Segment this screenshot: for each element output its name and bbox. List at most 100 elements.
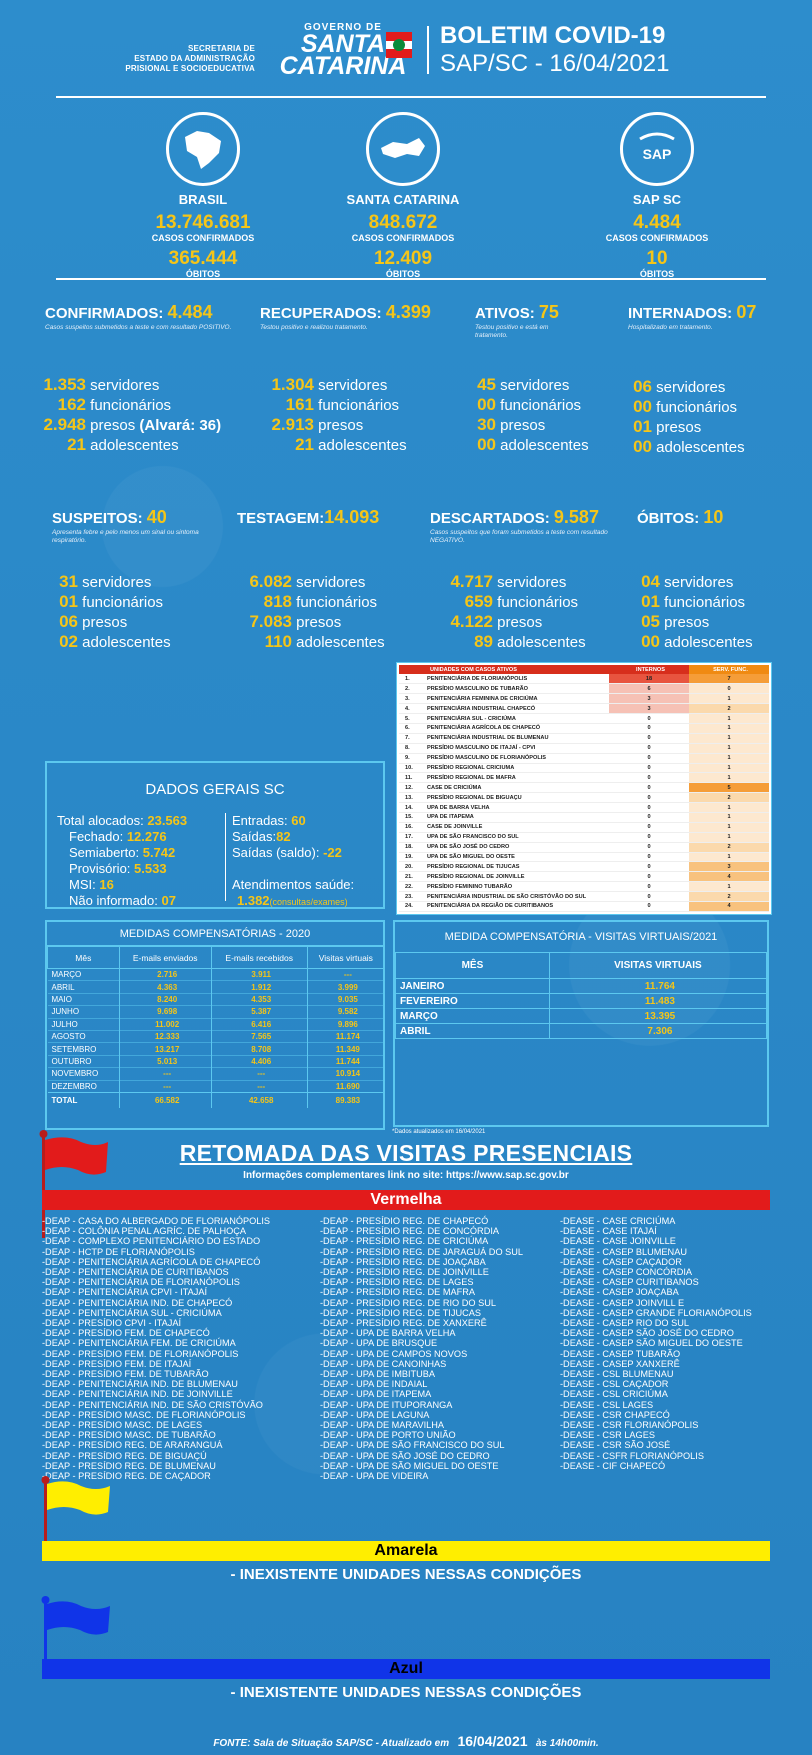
logo-top-text: GOVERNO DE (304, 22, 382, 33)
stat-descartados: DESCARTADOS: 9.587 Casos suspeitos que f… (430, 507, 620, 545)
unit-name: PENITENCIÁRIA INDUSTRIAL DE SÃO CRISTÓVÃ… (427, 891, 609, 902)
month-row: JULHO 11.002 6.416 9.896 (47, 1017, 386, 1031)
breakdown-value: 161 (285, 395, 314, 414)
unit-index: 22. (399, 881, 427, 893)
virtual-visits-col-header: Visitas virtuais (306, 946, 386, 969)
value-cell: 5.013 (119, 1054, 212, 1068)
unit-index: 12. (399, 782, 427, 794)
serv-func-value: 3 (689, 861, 769, 873)
internos-value: 0 (609, 901, 689, 912)
unit-list-item: -DEAP - PRESÍDIO REG. DE BIGUAÇÚ (42, 1450, 207, 1461)
breakdown-value: 1.304 (271, 375, 314, 394)
month-cell: SETEMBRO (47, 1042, 120, 1056)
value-cell: 13.217 (119, 1042, 212, 1056)
unit-index: 15. (399, 812, 427, 823)
secretaria-line-1: SECRETARIA DE (187, 44, 255, 53)
medidas-2020-title: MEDIDAS COMPENSATÓRIAS - 2020 (47, 922, 383, 946)
internos-value: 0 (609, 782, 689, 794)
stat-suspeitos: SUSPEITOS: 40 Apresenta febre e pelo men… (52, 507, 222, 545)
units-col-header: UNIDADES COM CASOS ATIVOS (427, 665, 609, 674)
month-row: ABRIL 4.363 1.912 3.999 (47, 980, 386, 994)
unit-list-item: -DEASE - CASE ITAJAÍ (560, 1226, 657, 1237)
subtitle-text: SAP/SC - 16/04/2021 (440, 50, 670, 77)
breakdown-label: servidores (500, 377, 570, 394)
deaths-value: 10 (646, 248, 668, 269)
units-header-row: UNIDADES COM CASOS ATIVOS INTERNOS SERV.… (399, 665, 769, 674)
value-cell: 11.764 (548, 978, 768, 994)
month-row: AGOSTO 12.333 7.565 11.174 (47, 1029, 386, 1043)
breakdown-value: 21 (295, 435, 314, 454)
dg-row: Saídas:82 (232, 829, 354, 845)
unit-list-item: -DEASE - CSFR FLORIANÓPOLIS (560, 1450, 704, 1461)
serv-func-value: 2 (689, 842, 769, 853)
units-row: 5. PENITENCIÁRIA SUL - CRICIÚMA 0 1 (399, 713, 769, 724)
unit-name: PENITENCIÁRIA INDUSTRIAL CHAPECÓ (427, 703, 609, 715)
breakdown-row: 4.122 presos (433, 612, 586, 632)
stat-value: 14.093 (324, 507, 380, 527)
unit-name: PRESÍDIO MASCULINO DE FLORIANÓPOLIS (427, 753, 609, 764)
internos-value: 0 (609, 723, 689, 734)
divider-mid (56, 278, 766, 280)
confirmed-value: 848.672 (368, 212, 438, 233)
unit-list-item: -DEAP - UPA DE PORTO UNIÃO (320, 1430, 456, 1441)
breakdown-label: adolescentes (296, 634, 385, 651)
value-cell: 2.716 (119, 967, 212, 981)
unit-list-item: -DEASE - CASE JOINVILLE (560, 1236, 676, 1247)
value-cell: 9.698 (119, 1005, 212, 1019)
unit-list-item: -DEASE - CSL CRICIÚMA (560, 1389, 668, 1400)
value-cell: 7.306 (548, 1023, 768, 1039)
medidas-2020-box: MEDIDAS COMPENSATÓRIAS - 2020 Mês E-mail… (45, 920, 386, 1130)
breakdown-label: servidores (656, 379, 726, 396)
breakdown-row: 00 adolescentes (630, 632, 753, 652)
value-cell: 7.565 (211, 1029, 308, 1043)
unit-list-item: -DEAP - COLÔNIA PENAL AGRÍC. DE PALHOÇA (42, 1226, 247, 1237)
stat-value: 07 (736, 302, 757, 322)
breakdown-label: adolescentes (497, 634, 586, 651)
units-row: 4. PENITENCIÁRIA INDUSTRIAL CHAPECÓ 3 2 (399, 703, 769, 715)
value-cell: 9.035 (307, 992, 386, 1006)
internos-value: 0 (609, 832, 689, 843)
stat-label: RECUPERADOS: (260, 305, 382, 322)
value-cell: 9.896 (307, 1017, 386, 1031)
unit-list-item: -DEASE - CIF CHAPECÓ (560, 1460, 666, 1471)
breakdown-label: presos (497, 614, 543, 631)
flag-emblem-icon (386, 32, 412, 58)
breakdown-value: 6.082 (249, 572, 292, 591)
deaths-value: 12.409 (373, 248, 433, 269)
stat-recuperados: RECUPERADOS: 4.399 Testou positivo e rea… (260, 302, 470, 332)
unit-list-item: -DEASE - CASEP BLUMENAU (560, 1246, 687, 1257)
month-cell: MAIO (47, 992, 120, 1006)
stat-label: DESCARTADOS: (430, 510, 550, 527)
serv-func-value: 1 (689, 852, 769, 863)
internos-value: 0 (609, 881, 689, 893)
breakdown-value: 00 (641, 632, 660, 651)
units-row: 14. UPA DE BARRA VELHA 0 1 (399, 802, 769, 813)
units-row: 20. PRESÍDIO REGIONAL DE TIJUCAS 0 3 (399, 861, 769, 873)
serv-func-value: 1 (689, 733, 769, 744)
suspeitos-breakdown: 31 servidores 01 funcionários 06 presos … (50, 572, 171, 652)
breakdown-value: 110 (264, 632, 292, 651)
unit-index: 13. (399, 792, 427, 804)
breakdown-label: servidores (497, 574, 567, 591)
unit-list-item: -DEAP - PRESÍDIO FEM. DE TUBARÃO (42, 1369, 209, 1380)
azul-band: Azul (42, 1659, 770, 1679)
units-row: 10. PRESÍDIO REGIONAL CRICIUMA 0 1 (399, 763, 769, 774)
breakdown-row: 06 presos (50, 612, 171, 632)
azul-inexistente-text: - INEXISTENTE UNIDADES NESSAS CONDIÇÕES (230, 1684, 582, 1701)
value-cell: --- (119, 1079, 212, 1093)
dg-value: 5.533 (134, 861, 167, 876)
unit-index: 5. (399, 713, 427, 724)
unit-list-item: -DEAP - COMPLEXO PENITENCIÁRIO DO ESTADO (42, 1236, 261, 1247)
serv-func-value: 1 (689, 802, 769, 813)
secretaria-line-3: PRISIONAL E SOCIOEDUCATIVA (125, 64, 255, 73)
unit-list-item: -DEAP - PRESÍDIO REG. DE JOINVILLE (320, 1267, 489, 1278)
unit-index: 20. (399, 861, 427, 873)
unit-index: 16. (399, 822, 427, 833)
unit-name: PRESÍDIO FEMININO TUBARÃO (427, 881, 609, 893)
unit-list-item: -DEAP - UPA DE ITAPEMA (320, 1389, 432, 1400)
unit-index: 1. (399, 674, 427, 685)
internos-value: 0 (609, 822, 689, 833)
units-row: 6. PENITENCIÁRIA AGRÍCOLA DE CHAPECÓ 0 1 (399, 723, 769, 734)
unit-name: PRESÍDIO REGIONAL CRICIUMA (427, 763, 609, 774)
retomada-subtitle: Informações complementares link no site:… (243, 1170, 569, 1181)
